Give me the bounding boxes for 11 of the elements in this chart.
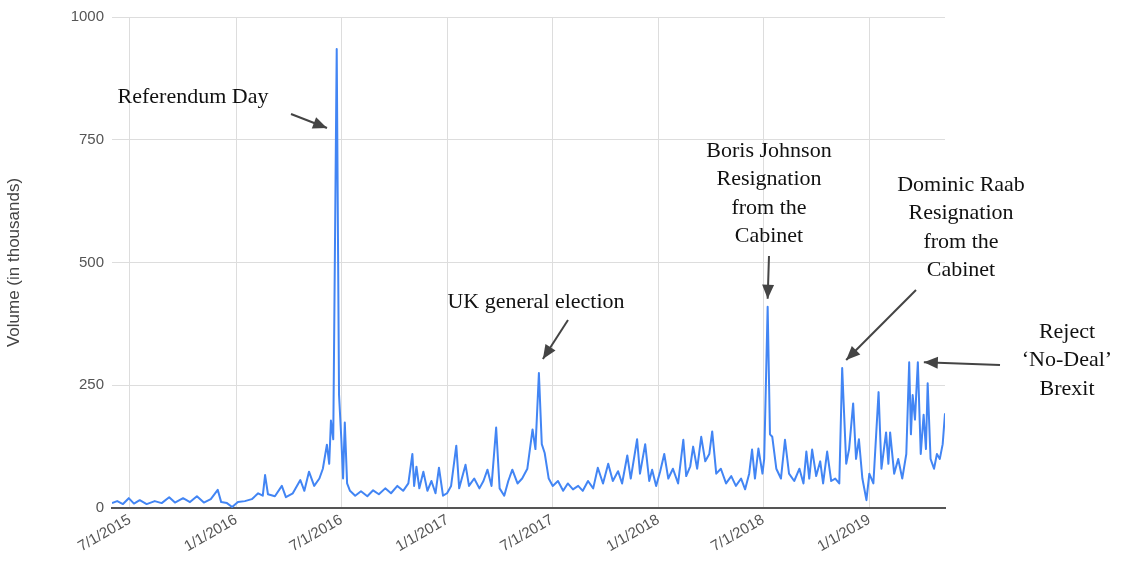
y-tick-label: 1000	[70, 7, 104, 25]
y-tick-label: 500	[78, 252, 104, 270]
annotation: Reject ‘No-Deal’ Brexit	[1021, 317, 1113, 400]
annotation: Dominic Raab Resignation from the Cabinet	[897, 170, 1025, 282]
annotation: Referendum Day	[117, 82, 269, 108]
y-tick-label: 0	[95, 498, 104, 516]
annotation: UK general election	[447, 287, 625, 313]
y-tick-label: 750	[78, 129, 104, 147]
y-axis-title: Volume (in thousands)	[3, 177, 23, 348]
annotation: Boris Johnson Resignation from the Cabinet	[706, 136, 832, 248]
y-tick-label: 250	[78, 375, 104, 393]
